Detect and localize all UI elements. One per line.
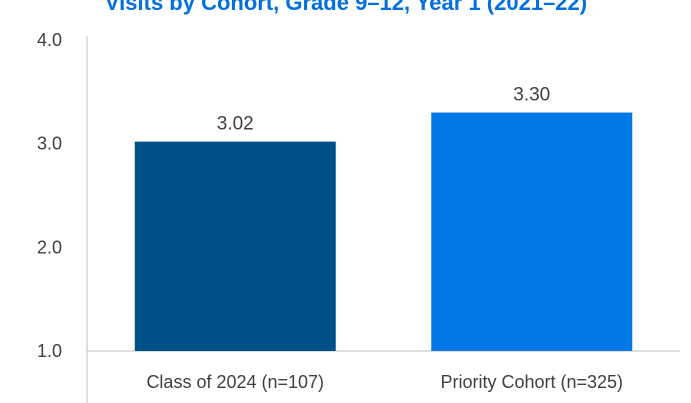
bar-1 xyxy=(134,141,336,351)
data-labels: 3.02 3.30 xyxy=(217,85,550,135)
y-tick-label: 4.0 xyxy=(37,30,62,50)
x-category-label: Class of 2024 (n=107) xyxy=(146,372,324,392)
x-axis-labels: Class of 2024 (n=107) Priority Cohort (n=… xyxy=(146,372,623,392)
bar-2 xyxy=(431,112,633,351)
bars xyxy=(134,112,633,351)
y-axis-ticks: 1.0 2.0 3.0 4.0 xyxy=(37,30,62,361)
bar-value-label: 3.30 xyxy=(513,85,550,106)
bar-value-label: 3.02 xyxy=(217,114,254,135)
chart-title: Visits by Cohort, Grade 9–12, Year 1 (20… xyxy=(105,0,587,15)
x-category-label: Priority Cohort (n=325) xyxy=(440,372,623,392)
y-tick-label: 2.0 xyxy=(37,237,62,257)
y-tick-label: 1.0 xyxy=(37,341,62,361)
y-tick-label: 3.0 xyxy=(37,134,62,154)
